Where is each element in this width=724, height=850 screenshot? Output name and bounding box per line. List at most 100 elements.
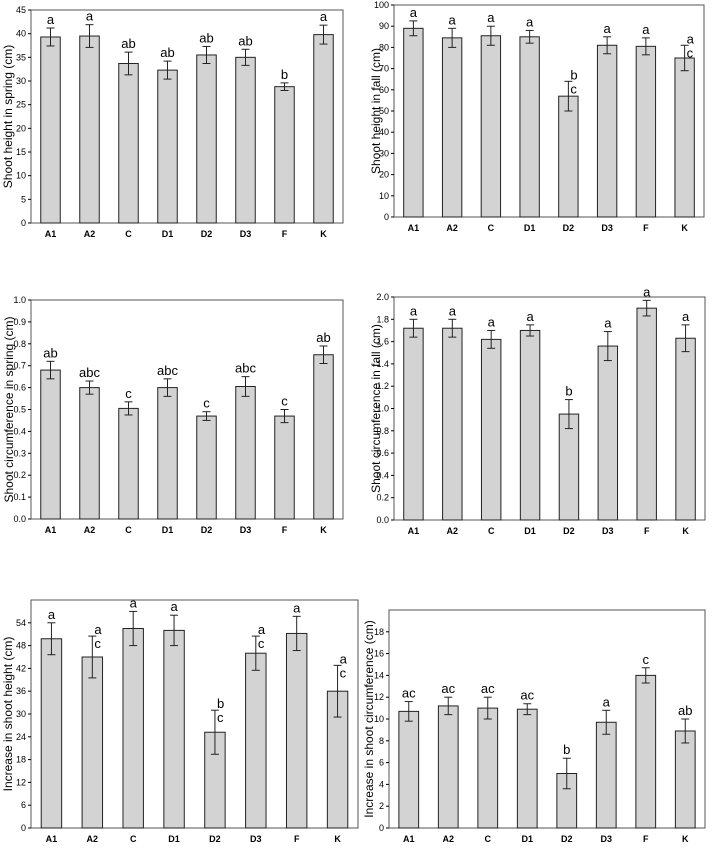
- x-tick-label: C: [125, 229, 132, 239]
- significance-letter: ab: [43, 345, 57, 360]
- y-axis-label: Increase in shoot height (cm): [1, 637, 15, 792]
- significance-letter: a: [526, 309, 534, 324]
- bar-D3: [597, 345, 619, 521]
- y-tick-label: 0.4: [13, 426, 26, 436]
- y-axis-label: Shoot height in spring (cm): [1, 45, 15, 188]
- y-tick-label: 0.0: [376, 515, 389, 525]
- significance-letter: c: [203, 396, 210, 411]
- y-tick-label: 0.5: [13, 405, 26, 415]
- x-tick-label: F: [294, 834, 300, 844]
- y-tick-label: 0.9: [13, 317, 26, 327]
- x-tick-label: D3: [601, 223, 613, 233]
- x-tick-label: C: [125, 525, 132, 535]
- x-tick-label: D3: [250, 834, 262, 844]
- bar-A2: [79, 387, 100, 520]
- y-axis-label: Shoot circumference in spring (cm): [2, 316, 16, 502]
- x-tick-label: A1: [45, 525, 57, 535]
- y-tick-label: 25: [16, 100, 26, 110]
- x-tick-label: K: [334, 834, 341, 844]
- y-tick-label: 10: [379, 191, 389, 201]
- significance-letter: ab: [199, 30, 213, 45]
- x-tick-label: F: [282, 525, 288, 535]
- x-tick-label: C: [130, 834, 137, 844]
- y-tick-label: 4: [379, 779, 384, 789]
- y-tick-label: 0.7: [13, 361, 26, 371]
- x-tick-label: D2: [201, 229, 213, 239]
- x-tick-label: D2: [561, 834, 573, 844]
- y-tick-label: 90: [379, 21, 389, 31]
- y-axis-label: Shoot circumference in fall (cm): [369, 324, 383, 493]
- y-tick-label: 20: [16, 123, 26, 133]
- chart-panel-2: 0 10 20 30 40 50 60 70 80 90 100 Shoot height in fa…: [369, 0, 705, 233]
- x-tick-label: D3: [240, 229, 252, 239]
- bar-A2: [81, 656, 104, 829]
- y-tick-label: 30: [16, 76, 26, 86]
- y-tick-label: 0: [379, 823, 384, 833]
- y-tick-label: 18: [16, 755, 26, 765]
- y-axis-label: Increase in shoot circumference (cm): [362, 620, 376, 817]
- y-tick-label: 0.4: [376, 470, 389, 480]
- y-tick-label: 10: [374, 714, 384, 724]
- significance-letter: c: [125, 386, 132, 401]
- x-tick-label: K: [320, 229, 327, 239]
- y-tick-label: 20: [379, 170, 389, 180]
- bar-K: [675, 337, 696, 521]
- y-tick-label: 1.0: [376, 404, 389, 414]
- y-tick-label: 16: [374, 649, 384, 659]
- x-tick-label: D3: [600, 834, 612, 844]
- x-tick-label: D3: [602, 526, 614, 536]
- plot-frame: [393, 4, 705, 218]
- y-tick-label: 48: [16, 641, 26, 651]
- significance-letter: a: [643, 284, 651, 299]
- significance-letter: a: [604, 316, 612, 331]
- y-tick-label: 40: [16, 29, 26, 39]
- y-tick-label: 0.2: [13, 470, 26, 480]
- y-tick-label: 1.6: [376, 337, 389, 347]
- significance-letter: ab: [678, 703, 692, 718]
- y-tick-label: 0: [21, 823, 26, 833]
- bar-A2: [442, 327, 463, 521]
- y-tick-label: 42: [16, 663, 26, 673]
- y-tick-label: 36: [16, 686, 26, 696]
- significance-letter: a: [86, 9, 94, 24]
- significance-letter: a: [682, 309, 690, 324]
- significance-letter: ab: [316, 330, 330, 345]
- y-tick-label: 6: [379, 758, 384, 768]
- significance-letter: a: [449, 303, 457, 318]
- significance-letter: b: [565, 384, 572, 399]
- y-tick-label: 60: [379, 85, 389, 95]
- bar-D1: [157, 387, 178, 520]
- y-tick-label: 0.1: [13, 492, 26, 502]
- plot-frame: [393, 296, 706, 521]
- bar-D1: [516, 708, 538, 829]
- bar-A2: [437, 705, 459, 829]
- significance-letter: a: [603, 694, 611, 709]
- bar-A1: [403, 27, 424, 218]
- bar-K: [674, 730, 696, 829]
- y-tick-label: 15: [16, 147, 26, 157]
- bar-A2: [441, 37, 463, 218]
- chart-panel-1: 0 5 10 15 20 25 30 35 40 45 Shoot height in spring…: [1, 5, 344, 239]
- bar-D3: [595, 721, 617, 829]
- y-tick-label: 45: [16, 5, 26, 15]
- significance-letter: a: [488, 314, 496, 329]
- bar-A1: [40, 369, 61, 520]
- x-tick-label: A2: [442, 834, 454, 844]
- y-tick-label: 0.6: [376, 448, 389, 458]
- bar-D3: [235, 56, 256, 224]
- y-tick-label: 50: [379, 106, 389, 116]
- significance-letter: a: [526, 14, 534, 29]
- y-tick-label: 1.0: [13, 295, 26, 305]
- x-tick-label: K: [320, 525, 327, 535]
- bar-D2: [196, 415, 217, 520]
- bar-C: [118, 62, 139, 224]
- significance-letter: ac: [402, 686, 416, 701]
- y-tick-label: 0.2: [376, 493, 389, 503]
- y-tick-label: 30: [16, 709, 26, 719]
- bar-A1: [403, 327, 424, 521]
- x-tick-label: D1: [524, 526, 536, 536]
